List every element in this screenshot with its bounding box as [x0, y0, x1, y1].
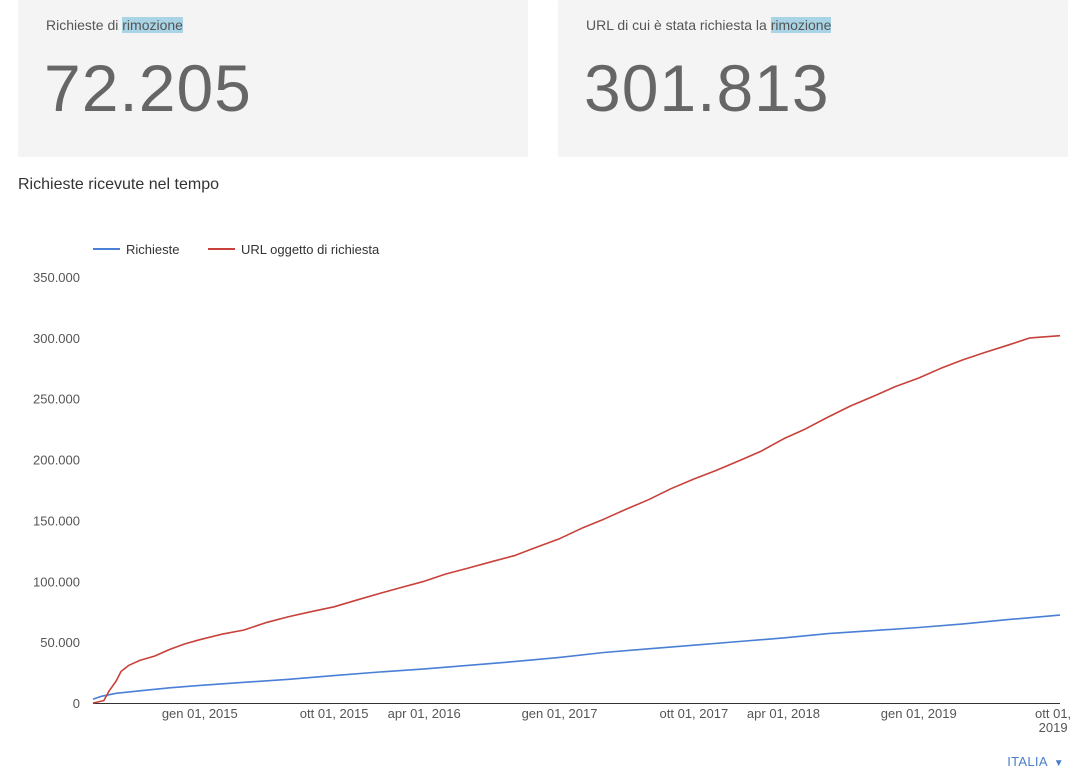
series-line-url	[92, 334, 1061, 704]
series-line-richieste	[92, 614, 1061, 701]
x-tick-label: ott 01, 2015	[300, 706, 369, 721]
x-tick-label: ott 01, 2017	[660, 706, 729, 721]
x-tick-label: gen 01, 2017	[522, 706, 598, 721]
y-tick-label: 200.000	[33, 453, 80, 468]
y-tick-label: 300.000	[33, 331, 80, 346]
x-tick-label: 2019	[1039, 720, 1068, 735]
x-tick-label: apr 01, 2016	[388, 706, 461, 721]
requests-card-label: Richieste di rimozione	[46, 17, 183, 33]
x-tick-label: gen 01, 2015	[162, 706, 238, 721]
y-tick-label: 0	[73, 696, 80, 711]
y-tick-label: 150.000	[33, 513, 80, 528]
requests-card: Richieste di rimozione 72.205	[18, 0, 528, 157]
section-title: Richieste ricevute nel tempo	[18, 176, 219, 193]
x-tick-label: ott 01,	[1035, 706, 1071, 721]
requests-card-value: 72.205	[44, 51, 252, 125]
urls-card-value: 301.813	[584, 51, 830, 125]
chevron-down-icon: ▼	[1053, 758, 1064, 769]
urls-card: URL di cui è stata richiesta la rimozion…	[558, 0, 1068, 157]
country-selector[interactable]: ITALIA ▼	[1007, 754, 1064, 769]
x-tick-label: gen 01, 2019	[881, 706, 957, 721]
legend-label: URL oggetto di richiesta	[241, 242, 380, 257]
y-tick-label: 100.000	[33, 574, 80, 589]
y-tick-label: 350.000	[33, 270, 80, 285]
country-selector-label: ITALIA	[1007, 754, 1048, 769]
requests-over-time-chart: 0 50.000 100.000 150.000 200.000 250.000 300.0…	[33, 242, 1071, 735]
x-tick-label: apr 01, 2018	[747, 706, 820, 721]
y-tick-label: 50.000	[40, 635, 80, 650]
urls-card-label: URL di cui è stata richiesta la rimozion…	[586, 17, 832, 33]
y-tick-label: 250.000	[33, 392, 80, 407]
legend-label: Richieste	[126, 242, 179, 257]
